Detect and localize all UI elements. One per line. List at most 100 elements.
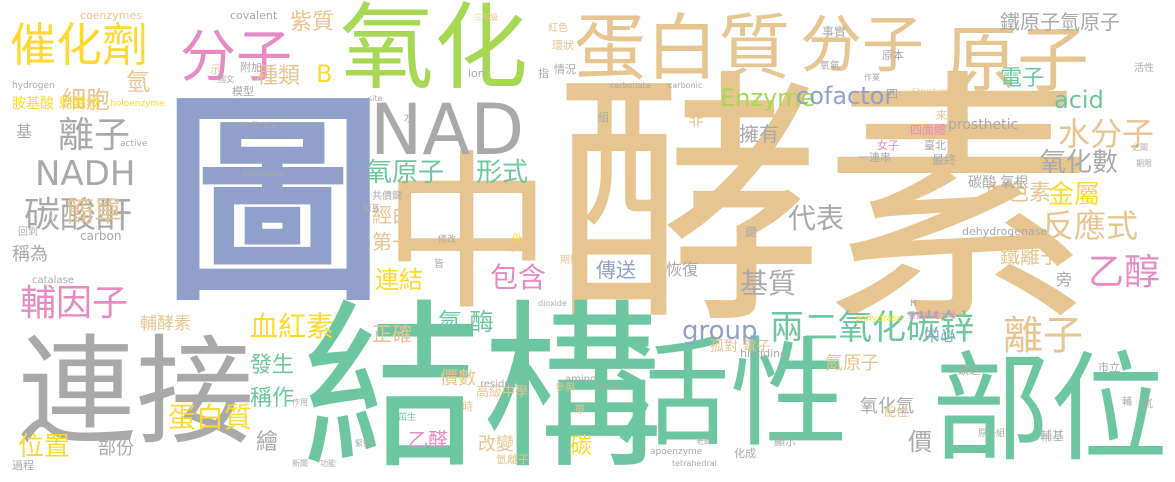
word: 輔酵素 xyxy=(140,314,191,334)
word: 連接 xyxy=(18,323,255,461)
word: 連結 xyxy=(375,266,423,294)
word: 血色素 xyxy=(985,181,1052,206)
word: 修改 xyxy=(438,235,457,245)
word: 輔因子 xyxy=(20,283,129,324)
word: 催化劑 xyxy=(10,18,148,72)
word: 原 xyxy=(575,405,585,416)
word: site xyxy=(368,94,383,103)
word: 輔基 xyxy=(1040,429,1065,443)
word: 指 xyxy=(538,67,549,80)
word: 價數 xyxy=(440,368,476,389)
word: 簡單 xyxy=(66,195,123,228)
word: 種類 xyxy=(256,64,301,89)
word: 價 xyxy=(908,428,932,456)
word: 外 xyxy=(512,232,523,245)
word: 氫離子 xyxy=(496,453,529,466)
word: 氧氣 xyxy=(820,61,840,72)
word: 四 xyxy=(886,87,899,101)
word: 氫 酶 xyxy=(438,308,494,336)
word: 緊密 xyxy=(355,439,371,448)
word: 原子組 xyxy=(978,429,1006,439)
word: 氧化氫 xyxy=(860,396,914,417)
word: residue xyxy=(480,379,517,390)
word: 金屬 xyxy=(1048,180,1101,210)
word: 期限 xyxy=(1136,159,1152,168)
word: 作用 xyxy=(292,398,308,407)
word: ordinate xyxy=(240,121,278,131)
word: 部份 xyxy=(98,438,134,459)
word: 乙醛 xyxy=(408,428,448,452)
word: 非 xyxy=(688,110,705,129)
word: prosthetic xyxy=(948,117,1019,133)
word: 分子 xyxy=(180,25,292,90)
word: 擁有 xyxy=(739,122,779,146)
word: 正確 xyxy=(372,322,412,346)
word: acid xyxy=(1054,86,1104,114)
word: substrate xyxy=(242,169,285,179)
word: 氧化數 xyxy=(1040,148,1119,178)
word: 老師 xyxy=(696,437,712,446)
word: 胺酸 xyxy=(510,243,530,254)
word: tetrahedral xyxy=(672,459,717,468)
word: hydrogen xyxy=(12,81,55,91)
word: 細胞 xyxy=(62,86,110,114)
word: 組 xyxy=(598,111,609,124)
word: group xyxy=(682,316,758,346)
word: 分子 xyxy=(800,8,925,81)
word: 功能 xyxy=(320,459,336,468)
word: 新聞 xyxy=(292,459,308,468)
word: 碳 xyxy=(570,434,593,459)
word: 部位 xyxy=(932,340,1169,478)
word: active xyxy=(120,139,148,149)
word: 離子 xyxy=(1003,313,1083,359)
word: 氮原子 xyxy=(825,353,879,374)
word: 反應式 xyxy=(1042,207,1139,245)
word: dative xyxy=(596,382,621,391)
word: 皆 xyxy=(434,259,444,270)
word: 氧原子 xyxy=(366,158,445,188)
word: 模型 xyxy=(232,85,254,98)
word: 示 xyxy=(210,63,221,76)
word: 高級中學 xyxy=(476,385,529,400)
word: 活性 xyxy=(612,325,849,463)
word: nicotinamide xyxy=(235,282,300,293)
word: 兩二氧化碳鋅 xyxy=(770,308,974,348)
word: 包含 xyxy=(490,261,547,294)
word: histidine xyxy=(740,347,787,360)
word: 中心 xyxy=(924,326,957,345)
word: 代表 xyxy=(788,202,845,235)
word: 蛋白質 xyxy=(168,401,253,434)
word: dioxide xyxy=(538,299,567,308)
word: 傳送 xyxy=(596,258,636,282)
word: 參與 xyxy=(555,383,575,394)
word: 血紅素 xyxy=(250,310,335,343)
word: 期間 xyxy=(560,255,580,266)
word: 稱為 xyxy=(12,244,48,265)
word: 電子 xyxy=(1000,66,1045,91)
word: Enzyme xyxy=(720,84,816,112)
word: 相互 xyxy=(362,204,381,214)
word: 過程 xyxy=(12,459,34,472)
word: 鐵離子 xyxy=(1000,244,1060,268)
word: 回到 xyxy=(18,227,38,238)
word: 附加 xyxy=(240,61,262,74)
word: 四面體 xyxy=(910,123,947,137)
word: 稱作 xyxy=(250,386,295,411)
word: coenzymes xyxy=(80,9,143,22)
word: 旁 xyxy=(1056,270,1073,289)
word: covalent xyxy=(230,9,278,22)
word: 氫 xyxy=(126,68,150,96)
word: 氣 xyxy=(1142,397,1153,410)
word: cofactor xyxy=(796,82,895,110)
word: anhydrase xyxy=(855,314,903,324)
word: 離子 xyxy=(58,115,131,156)
word: 乙醇 xyxy=(1088,252,1161,293)
word: 基 xyxy=(16,122,33,141)
word: 中 xyxy=(382,136,553,334)
word: apoenzyme xyxy=(650,447,703,457)
word: 碳酸酐 xyxy=(24,195,133,236)
word: 情況 xyxy=(554,63,576,76)
word: 紅色 xyxy=(548,23,568,34)
word: holoenzyme xyxy=(110,99,165,109)
word: 來自於 xyxy=(936,109,969,122)
